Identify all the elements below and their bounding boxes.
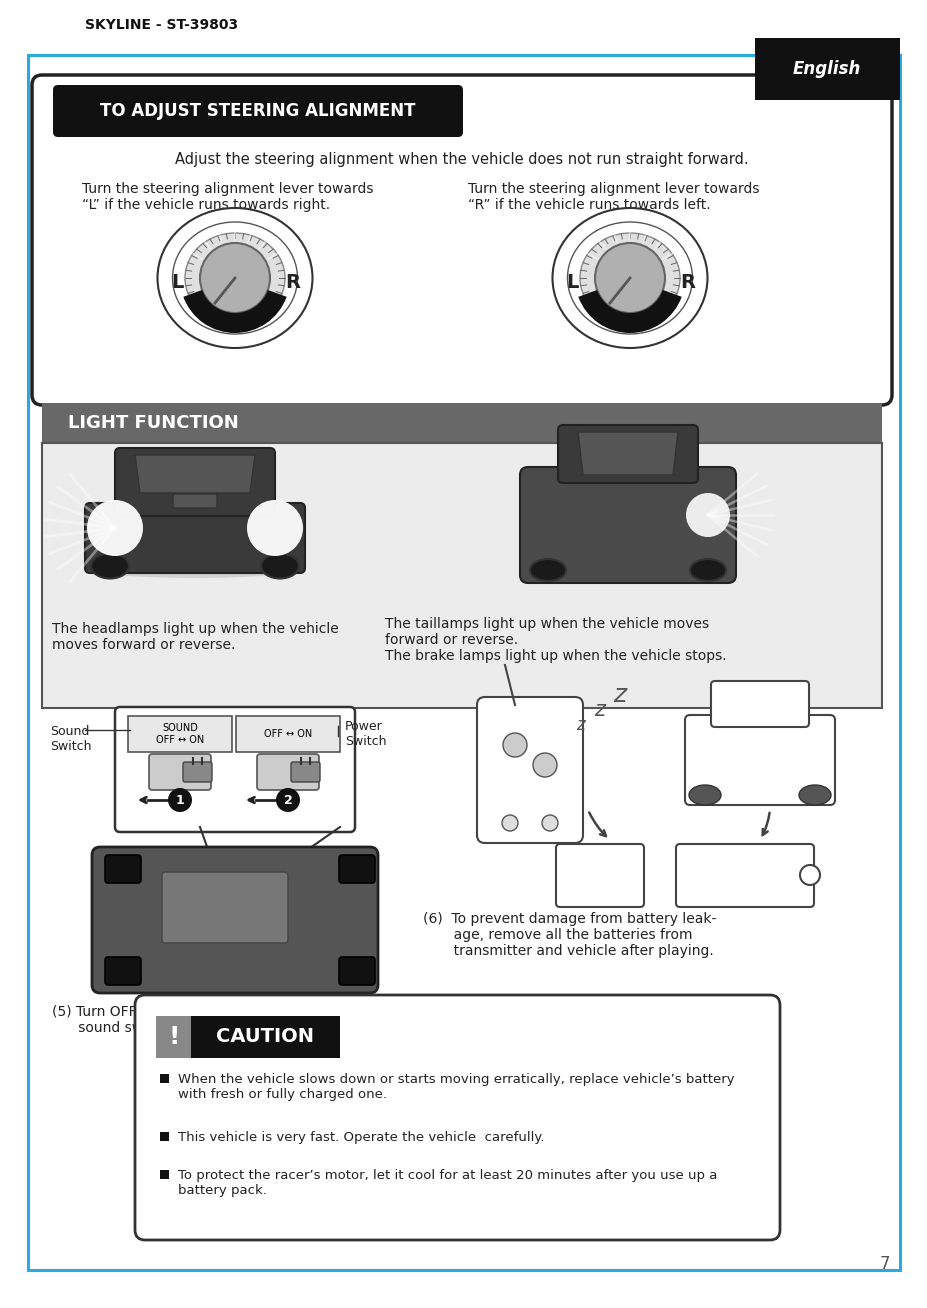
FancyBboxPatch shape — [519, 467, 735, 583]
Text: !: ! — [168, 1025, 180, 1049]
Text: z: z — [594, 700, 604, 719]
FancyBboxPatch shape — [476, 697, 582, 842]
FancyBboxPatch shape — [85, 504, 305, 573]
Circle shape — [247, 500, 303, 556]
Polygon shape — [578, 432, 678, 475]
Text: The taillamps light up when the vehicle moves
forward or reverse.
The brake lamp: The taillamps light up when the vehicle … — [385, 617, 726, 663]
Text: English: English — [792, 60, 860, 78]
FancyBboxPatch shape — [172, 494, 217, 508]
Text: L: L — [171, 273, 183, 293]
Text: LIGHT FUNCTION: LIGHT FUNCTION — [68, 415, 238, 432]
Wedge shape — [578, 290, 681, 334]
FancyBboxPatch shape — [710, 681, 808, 727]
Text: R: R — [679, 273, 694, 293]
FancyBboxPatch shape — [257, 753, 319, 790]
Text: (6)  To prevent damage from battery leak-
       age, remove all the batteries f: (6) To prevent damage from battery leak-… — [423, 912, 716, 959]
Wedge shape — [184, 290, 286, 334]
FancyBboxPatch shape — [115, 449, 274, 515]
FancyBboxPatch shape — [128, 715, 232, 752]
Circle shape — [685, 493, 730, 538]
Text: OFF ↔ ON: OFF ↔ ON — [263, 729, 311, 739]
FancyBboxPatch shape — [32, 75, 891, 405]
Ellipse shape — [184, 233, 285, 323]
FancyBboxPatch shape — [53, 85, 463, 137]
Text: 1: 1 — [175, 794, 184, 807]
Ellipse shape — [260, 553, 298, 578]
Text: Turn the steering alignment lever towards
“R” if the vehicle runs towards left.: Turn the steering alignment lever toward… — [467, 182, 758, 212]
Text: SKYLINE - ST-39803: SKYLINE - ST-39803 — [85, 18, 238, 31]
Text: TO ADJUST STEERING ALIGNMENT: TO ADJUST STEERING ALIGNMENT — [100, 102, 415, 120]
FancyBboxPatch shape — [115, 708, 355, 832]
FancyBboxPatch shape — [42, 403, 881, 443]
Ellipse shape — [552, 208, 706, 348]
Text: When the vehicle slows down or starts moving erratically, replace vehicle’s batt: When the vehicle slows down or starts mo… — [178, 1073, 734, 1101]
Ellipse shape — [579, 233, 679, 323]
FancyBboxPatch shape — [92, 848, 377, 993]
Text: (5) Turn OFF the power switch and the
      sound switch of vehicle after playin: (5) Turn OFF the power switch and the so… — [52, 1005, 337, 1035]
FancyBboxPatch shape — [42, 443, 881, 708]
Circle shape — [502, 815, 517, 831]
Ellipse shape — [567, 222, 692, 334]
Circle shape — [502, 732, 527, 757]
Text: Power
Switch: Power Switch — [345, 719, 386, 748]
Circle shape — [275, 787, 299, 812]
FancyBboxPatch shape — [134, 995, 780, 1240]
FancyBboxPatch shape — [338, 957, 375, 985]
Text: Adjust the steering alignment when the vehicle does not run straight forward.: Adjust the steering alignment when the v… — [175, 152, 748, 167]
FancyBboxPatch shape — [555, 844, 643, 906]
FancyBboxPatch shape — [105, 855, 141, 883]
FancyBboxPatch shape — [755, 38, 899, 99]
Text: z: z — [613, 683, 626, 708]
FancyBboxPatch shape — [105, 957, 141, 985]
Circle shape — [532, 753, 556, 777]
FancyBboxPatch shape — [338, 855, 375, 883]
Text: z: z — [575, 715, 584, 734]
Text: CAUTION: CAUTION — [216, 1028, 313, 1046]
Circle shape — [594, 243, 665, 313]
Ellipse shape — [798, 785, 830, 804]
FancyBboxPatch shape — [291, 763, 320, 782]
Ellipse shape — [688, 785, 720, 804]
FancyBboxPatch shape — [159, 1131, 169, 1141]
FancyBboxPatch shape — [675, 844, 813, 906]
Circle shape — [200, 243, 270, 313]
Ellipse shape — [529, 559, 565, 581]
Ellipse shape — [158, 208, 312, 348]
Polygon shape — [134, 455, 255, 493]
Text: R: R — [286, 273, 300, 293]
Text: L: L — [565, 273, 578, 293]
Text: The headlamps light up when the vehicle
moves forward or reverse.: The headlamps light up when the vehicle … — [52, 623, 338, 653]
Text: To protect the racer’s motor, let it cool for at least 20 minutes after you use : To protect the racer’s motor, let it coo… — [178, 1169, 717, 1197]
FancyBboxPatch shape — [156, 1016, 192, 1058]
FancyBboxPatch shape — [191, 1016, 339, 1058]
FancyBboxPatch shape — [159, 1169, 169, 1179]
FancyBboxPatch shape — [159, 1074, 169, 1083]
Ellipse shape — [91, 553, 129, 578]
FancyBboxPatch shape — [162, 872, 287, 943]
Text: Turn the steering alignment lever towards
“L” if the vehicle runs towards right.: Turn the steering alignment lever toward… — [82, 182, 373, 212]
FancyBboxPatch shape — [149, 753, 210, 790]
Text: 2: 2 — [284, 794, 292, 807]
FancyBboxPatch shape — [235, 715, 339, 752]
FancyBboxPatch shape — [557, 425, 697, 483]
FancyBboxPatch shape — [183, 763, 211, 782]
Circle shape — [168, 787, 192, 812]
Circle shape — [541, 815, 557, 831]
Ellipse shape — [85, 559, 305, 578]
FancyBboxPatch shape — [684, 715, 834, 804]
Text: SOUND
OFF ↔ ON: SOUND OFF ↔ ON — [156, 723, 204, 744]
Text: This vehicle is very fast. Operate the vehicle  carefully.: This vehicle is very fast. Operate the v… — [178, 1131, 544, 1144]
Text: 7: 7 — [879, 1254, 889, 1273]
Ellipse shape — [172, 222, 298, 334]
Text: Sound
Switch: Sound Switch — [50, 725, 92, 753]
Circle shape — [799, 865, 819, 886]
Ellipse shape — [690, 559, 725, 581]
Circle shape — [87, 500, 143, 556]
